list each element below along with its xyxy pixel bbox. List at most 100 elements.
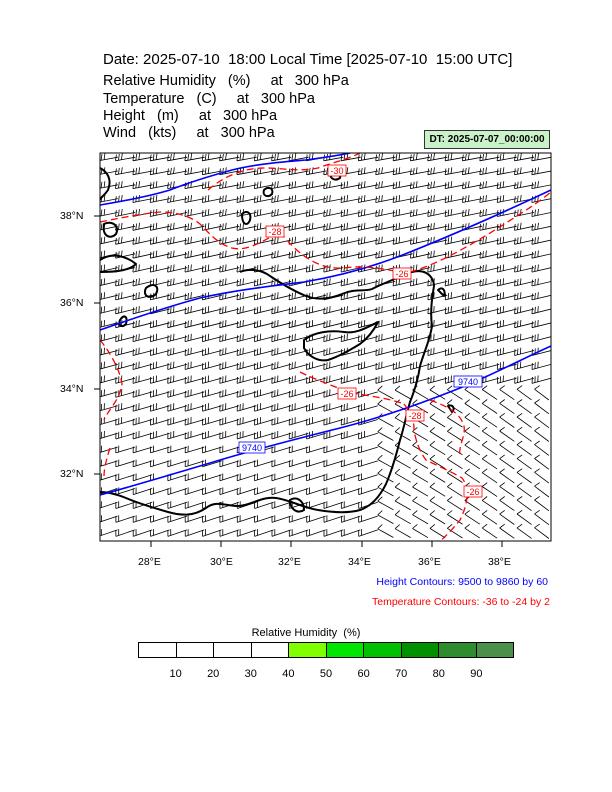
wind-barb [444, 236, 465, 245]
wind-barb [514, 153, 535, 162]
wind-barb [464, 413, 481, 428]
wind-barb [429, 524, 446, 539]
wind-barb [288, 417, 309, 426]
wind-barb [288, 473, 309, 482]
wind-barb [132, 153, 153, 162]
wind-barb [253, 153, 274, 162]
wind-barb [167, 195, 188, 203]
wind-barb [531, 375, 551, 384]
temp-label-2: -28 [265, 225, 285, 238]
wind-barb [150, 417, 170, 426]
wind-barb [100, 347, 118, 356]
wind-barb [496, 222, 517, 231]
wind-barb [184, 417, 205, 426]
wind-barb [375, 347, 396, 356]
wind-barb [236, 208, 257, 217]
wind-barb [100, 222, 118, 231]
wind-barb [516, 412, 532, 428]
wind-barb [392, 195, 413, 203]
wind-barb [254, 333, 274, 342]
wind-barb [394, 510, 411, 525]
wind-barb [167, 153, 188, 162]
wind-barb [531, 264, 551, 273]
variable-line-rh: Relative Humidity (%) at 300 hPa [103, 73, 349, 89]
wind-barb [288, 487, 309, 495]
wind-barb [201, 208, 222, 217]
wind-barb [115, 403, 136, 412]
wind-barb [377, 385, 394, 400]
wind-barb [184, 208, 205, 217]
wind-barb [236, 430, 257, 440]
wind-barb [306, 529, 326, 537]
wind-barb [150, 445, 170, 454]
wind-barb [410, 333, 430, 342]
wind-barb [427, 278, 448, 287]
wind-barb [340, 333, 361, 342]
wind-barb [184, 250, 205, 259]
wind-barb [219, 195, 240, 203]
wind-barb [479, 292, 500, 301]
wind-barb [254, 361, 274, 370]
wind-barb [464, 523, 481, 539]
wind-barb [219, 222, 240, 231]
wind-barb [499, 413, 515, 428]
wind-barb [306, 250, 326, 259]
wind-barb [306, 459, 326, 468]
wind-barb [496, 250, 517, 259]
wind-barb [115, 501, 136, 509]
wind-barb [254, 389, 274, 398]
wind-barb [427, 195, 448, 203]
wind-barb [340, 445, 361, 454]
wind-barb [132, 278, 153, 287]
wind-barb [392, 292, 413, 301]
wind-barb [375, 292, 396, 301]
wind-barb [479, 375, 500, 384]
wind-barb [462, 153, 483, 162]
wind-barb [427, 236, 448, 245]
wind-barb [167, 306, 188, 315]
wind-barb [479, 347, 500, 356]
wind-barb [534, 496, 550, 512]
wind-barb [392, 236, 413, 245]
wind-barb [392, 278, 413, 287]
wind-barb [531, 222, 551, 231]
wind-barb [184, 278, 205, 287]
wind-barb [499, 468, 515, 484]
wind-barb [306, 236, 326, 245]
wind-barb [184, 347, 205, 356]
wind-barb [377, 441, 394, 455]
wind-barb [410, 208, 431, 217]
wind-barb [288, 389, 309, 398]
wind-barb [306, 208, 326, 217]
wind-barb [202, 333, 222, 342]
wind-barb [375, 167, 396, 176]
lat-label-36: 36°N [60, 297, 84, 309]
wind-barb [236, 459, 257, 468]
wind-barb [464, 510, 481, 525]
wind-barb [271, 417, 292, 426]
wind-barb [340, 473, 361, 482]
wind-barb [100, 292, 118, 300]
wind-barb [132, 347, 153, 356]
wind-barb [271, 430, 292, 440]
wind-barb [184, 445, 205, 454]
wind-barb [288, 264, 309, 273]
wind-barb [514, 278, 535, 287]
wind-barb [288, 195, 309, 203]
wind-barb [479, 222, 500, 231]
wind-barb [534, 468, 550, 484]
wind-barb [254, 403, 274, 412]
wind-barb [462, 319, 483, 329]
wind-barb [392, 347, 413, 356]
wind-barb [167, 333, 188, 342]
wind-barb [271, 375, 292, 384]
wind-barb [201, 236, 222, 245]
wind-barb [496, 375, 517, 384]
wind-barb [115, 181, 136, 189]
wind-barb [323, 501, 344, 509]
wind-barb [358, 515, 378, 523]
wind-barb [236, 250, 257, 259]
wind-barb [115, 430, 136, 440]
wind-barb [288, 319, 309, 329]
wind-barb [288, 361, 309, 370]
